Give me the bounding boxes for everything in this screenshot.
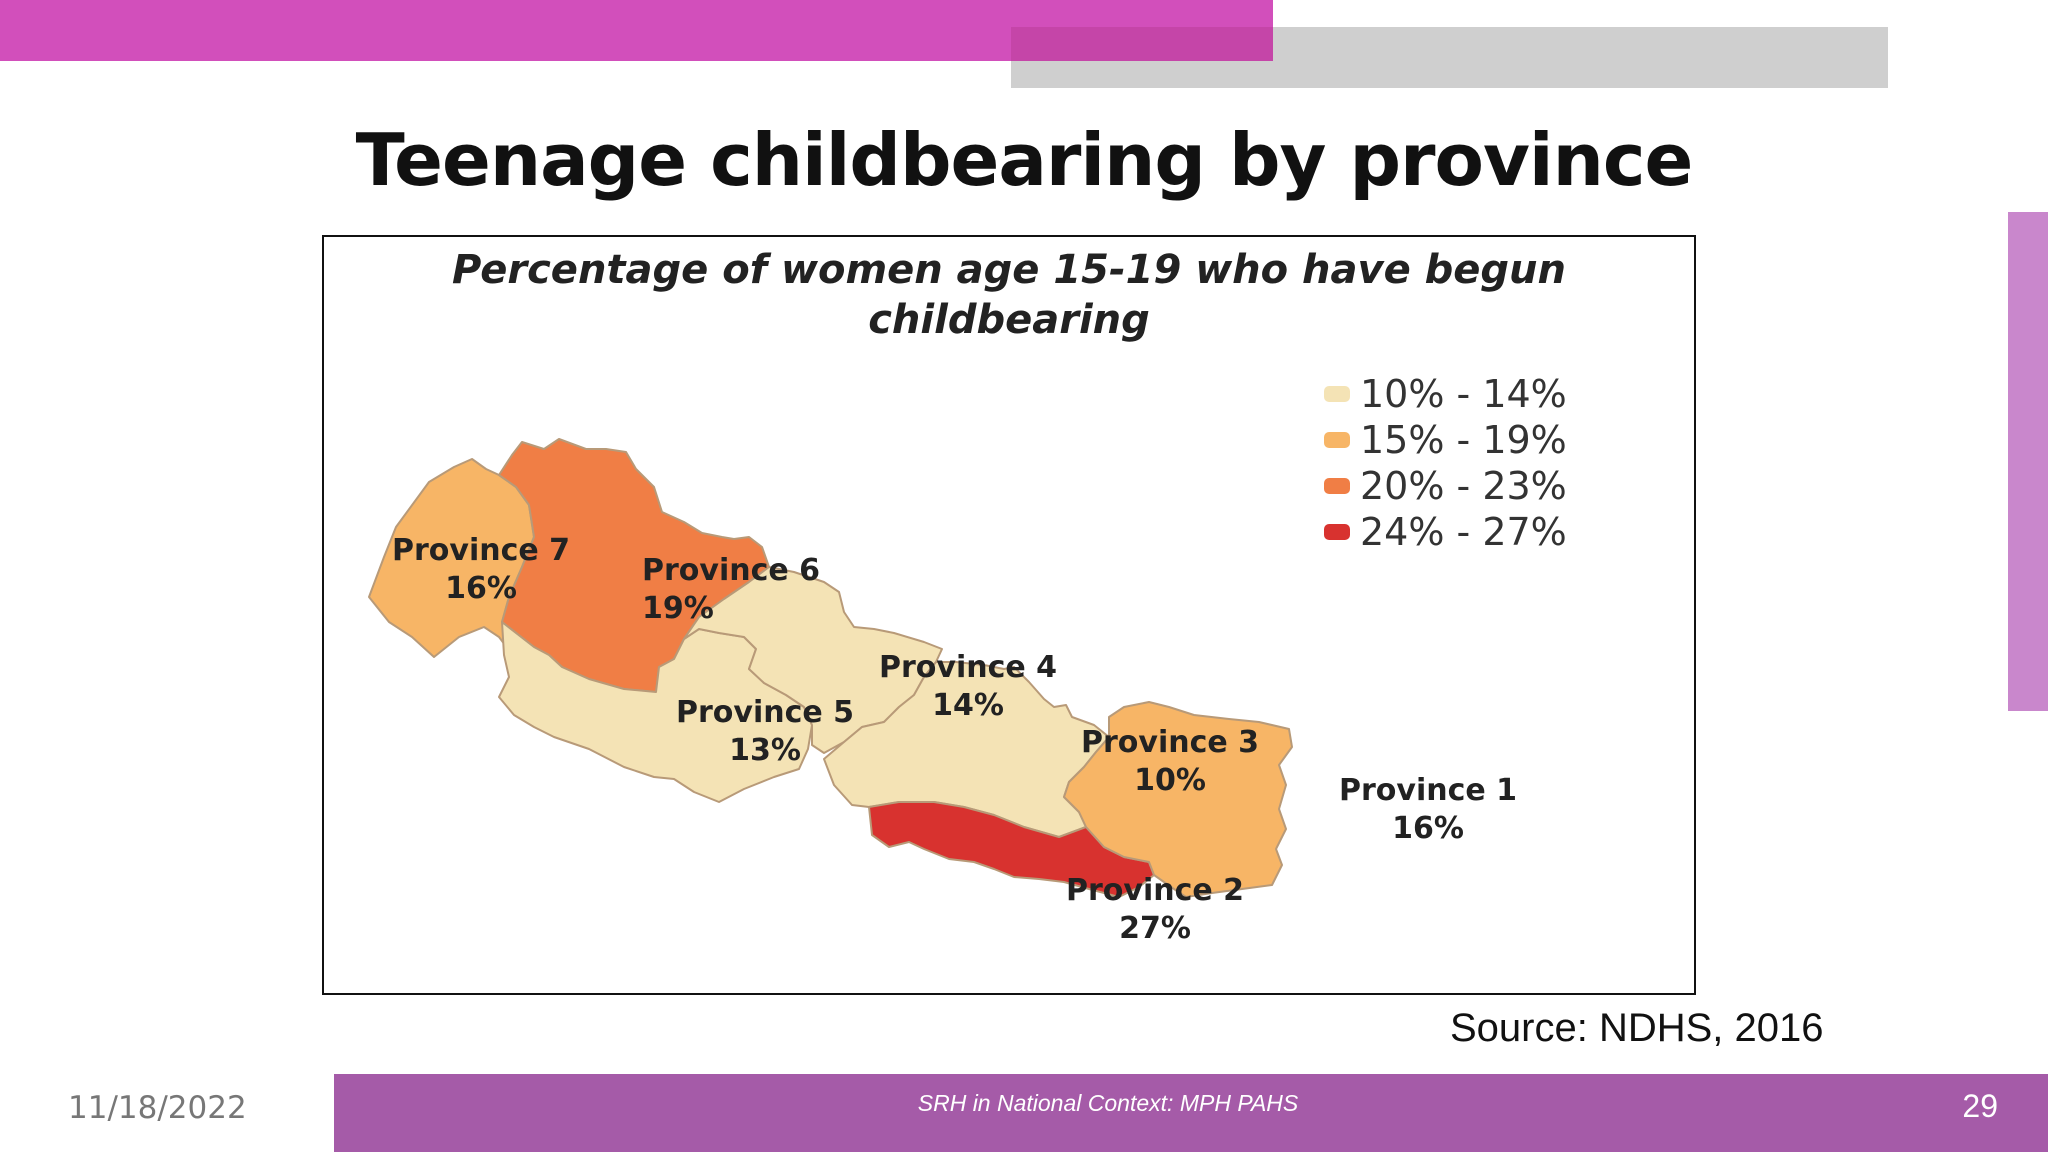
legend-swatch: [1324, 524, 1350, 540]
province-6-label: Province 6 19%: [642, 552, 820, 628]
province-name: Province 2: [1066, 873, 1245, 908]
side-accent-bar: [2008, 212, 2048, 711]
legend-swatch: [1324, 386, 1350, 402]
footer-date: 11/18/2022: [68, 1090, 247, 1126]
legend-swatch: [1324, 432, 1350, 448]
province-value: 14%: [932, 688, 1004, 723]
map-title-line1: Percentage of women age 15-19 who have b…: [452, 247, 1566, 293]
legend-label: 20% - 23%: [1360, 464, 1567, 508]
legend-label: 15% - 19%: [1360, 418, 1567, 462]
province-1-label: Province 1 16%: [1339, 772, 1517, 848]
province-value: 19%: [642, 591, 714, 626]
slide-title: Teenage childbearing by province: [355, 118, 1694, 202]
province-name: Province 3: [1081, 725, 1260, 760]
province-5-label: Province 5 13%: [676, 694, 854, 770]
map-figure: Percentage of women age 15-19 who have b…: [322, 235, 1696, 995]
top-accent-bar-overlap: [1011, 27, 1273, 61]
province-name: Province 4: [879, 650, 1058, 685]
legend-label: 10% - 14%: [1360, 372, 1567, 416]
province-3-label: Province 3 10%: [1081, 724, 1259, 800]
source-note: Source: NDHS, 2016: [1450, 1006, 1824, 1050]
province-7-label: Province 7 16%: [392, 532, 570, 608]
province-name: Province 7: [392, 533, 571, 568]
map-title: Percentage of women age 15-19 who have b…: [324, 245, 1694, 345]
province-name: Province 5: [676, 695, 855, 730]
province-value: 13%: [729, 733, 801, 768]
nepal-province-map: [368, 438, 1293, 898]
legend-swatch: [1324, 478, 1350, 494]
footer-bar: [334, 1074, 2048, 1152]
map-title-line2: childbearing: [868, 297, 1150, 343]
province-2-region: [868, 801, 1155, 898]
province-name: Province 6: [642, 553, 821, 588]
footer-title: SRH in National Context: MPH PAHS: [917, 1090, 1299, 1116]
province-value: 16%: [445, 571, 517, 606]
province-name: Province 1: [1339, 773, 1518, 808]
province-value: 27%: [1119, 911, 1191, 946]
page-number: 29: [1962, 1088, 1998, 1124]
province-value: 16%: [1392, 811, 1464, 846]
province-4-label: Province 4 14%: [879, 649, 1057, 725]
province-1-region: [1063, 701, 1293, 898]
province-2-label: Province 2 27%: [1066, 872, 1244, 948]
province-value: 10%: [1134, 763, 1206, 798]
legend-label: 24% - 27%: [1360, 510, 1567, 554]
